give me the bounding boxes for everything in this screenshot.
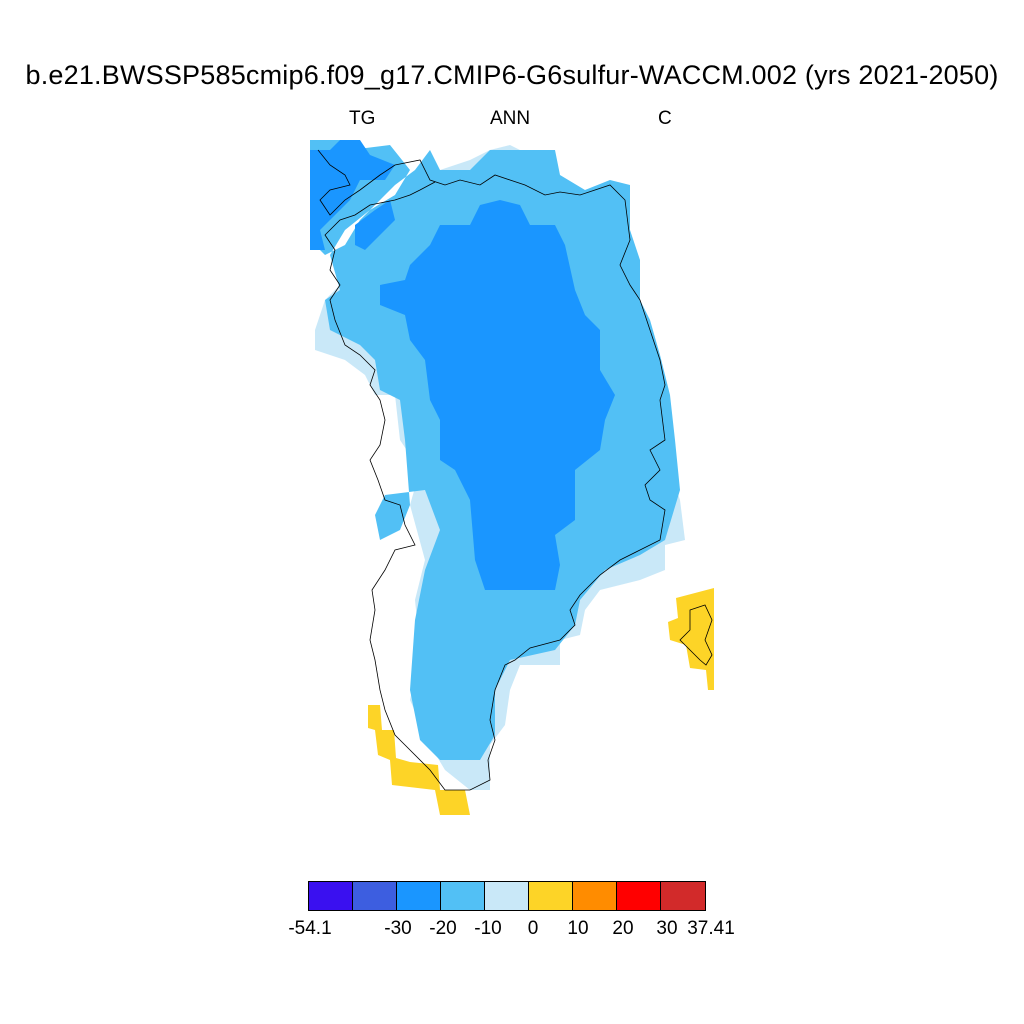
colorbar-swatch-1 bbox=[309, 882, 353, 910]
colorbar-swatch-9 bbox=[661, 882, 705, 910]
variable-label: TG bbox=[349, 108, 376, 129]
colorbar-tick-label: -10 bbox=[474, 918, 502, 939]
units-label: C bbox=[658, 108, 672, 129]
colorbar-swatch-4 bbox=[441, 882, 485, 910]
map-title: b.e21.BWSSP585cmip6.f09_g17.CMIP6-G6sulf… bbox=[25, 60, 999, 90]
colorbar-swatch-3 bbox=[397, 882, 441, 910]
colorbar-swatch-8 bbox=[617, 882, 661, 910]
colorbar-tick-label: 20 bbox=[612, 918, 634, 939]
colorbar-swatch-6 bbox=[529, 882, 573, 910]
coastline-iceland bbox=[679, 604, 713, 666]
colorbar-tick-label: 30 bbox=[656, 918, 678, 939]
colorbar-tick-label: -30 bbox=[384, 918, 412, 939]
colorbar bbox=[308, 881, 706, 911]
coastline bbox=[317, 149, 666, 791]
colorbar-swatch-2 bbox=[353, 882, 397, 910]
colorbar-swatch-5 bbox=[485, 882, 529, 910]
colorbar-tick-label: 0 bbox=[527, 918, 539, 939]
colorbar-max-label: 37.41 bbox=[687, 918, 735, 939]
band-0-to-10-south bbox=[368, 705, 470, 815]
colorbar-swatch-7 bbox=[573, 882, 617, 910]
colorbar-tick-label: 10 bbox=[567, 918, 589, 939]
band-minus20-to-minus30 bbox=[380, 200, 615, 590]
season-label: ANN bbox=[490, 108, 531, 129]
colorbar-min-label: -54.1 bbox=[288, 918, 332, 939]
band-0-to-10-iceland bbox=[668, 588, 714, 690]
colorbar-tick-label: -20 bbox=[429, 918, 457, 939]
